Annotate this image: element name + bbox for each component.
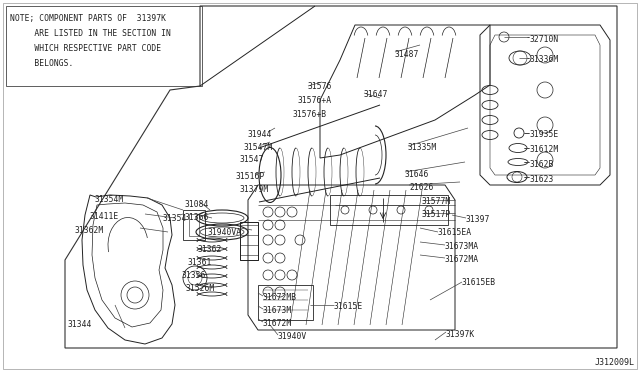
Text: 31576+B: 31576+B bbox=[293, 110, 327, 119]
Bar bbox=[189, 214, 199, 236]
Text: 31940V: 31940V bbox=[278, 332, 307, 341]
Text: 32710N: 32710N bbox=[530, 35, 559, 44]
Text: 31526M: 31526M bbox=[186, 284, 215, 293]
Text: 31362: 31362 bbox=[198, 245, 222, 254]
Text: 21626: 21626 bbox=[409, 183, 433, 192]
Text: WHICH RESPECTIVE PART CODE: WHICH RESPECTIVE PART CODE bbox=[10, 44, 161, 53]
Text: 31940VA: 31940VA bbox=[208, 228, 242, 237]
Text: 31379M: 31379M bbox=[240, 185, 269, 194]
Text: 31615EA: 31615EA bbox=[438, 228, 472, 237]
Text: 31336M: 31336M bbox=[530, 55, 559, 64]
Text: 31366: 31366 bbox=[185, 213, 209, 222]
Bar bbox=[6, 6, 202, 86]
Text: 31673M: 31673M bbox=[263, 306, 292, 315]
Bar bbox=[240, 222, 258, 260]
Text: 31487: 31487 bbox=[395, 50, 419, 59]
Text: BELONGS.: BELONGS. bbox=[10, 59, 74, 68]
Text: 31576: 31576 bbox=[308, 82, 332, 91]
Text: NOTE; COMPONENT PARTS OF  31397K: NOTE; COMPONENT PARTS OF 31397K bbox=[10, 14, 166, 23]
Text: 31647: 31647 bbox=[364, 90, 388, 99]
Text: 31672M: 31672M bbox=[263, 319, 292, 328]
Text: ARE LISTED IN THE SECTION IN: ARE LISTED IN THE SECTION IN bbox=[10, 29, 171, 38]
Text: 31411E: 31411E bbox=[90, 212, 119, 221]
Text: 31361: 31361 bbox=[188, 258, 212, 267]
Text: 31084: 31084 bbox=[185, 200, 209, 209]
Text: 31623: 31623 bbox=[530, 175, 554, 184]
Text: 31944: 31944 bbox=[248, 130, 273, 139]
Bar bbox=[330, 195, 448, 225]
Text: 31935E: 31935E bbox=[530, 130, 559, 139]
Text: 31577M: 31577M bbox=[422, 197, 451, 206]
Text: 31356: 31356 bbox=[182, 271, 206, 280]
Text: 31547M: 31547M bbox=[244, 143, 273, 152]
Text: 31335M: 31335M bbox=[408, 143, 437, 152]
Text: J312009L: J312009L bbox=[595, 358, 635, 367]
Text: 31576+A: 31576+A bbox=[298, 96, 332, 105]
Bar bbox=[183, 210, 205, 240]
Text: 31354M: 31354M bbox=[95, 195, 124, 204]
Text: 31517P: 31517P bbox=[422, 210, 451, 219]
Text: 31516P: 31516P bbox=[236, 172, 265, 181]
Text: 31672MB: 31672MB bbox=[263, 293, 297, 302]
Text: 31397: 31397 bbox=[466, 215, 490, 224]
Text: 31615EB: 31615EB bbox=[462, 278, 496, 287]
Text: 31646: 31646 bbox=[405, 170, 429, 179]
Bar bbox=[240, 222, 258, 260]
Text: 3162B: 3162B bbox=[530, 160, 554, 169]
Bar bbox=[258, 285, 313, 320]
Text: 31397K: 31397K bbox=[446, 330, 476, 339]
Text: 31612M: 31612M bbox=[530, 145, 559, 154]
Text: 31547: 31547 bbox=[240, 155, 264, 164]
Text: 31672MA: 31672MA bbox=[445, 255, 479, 264]
Text: 31673MA: 31673MA bbox=[445, 242, 479, 251]
Text: 31615E: 31615E bbox=[334, 302, 364, 311]
Text: 31362M: 31362M bbox=[75, 226, 104, 235]
Text: 31354: 31354 bbox=[163, 214, 188, 223]
Text: 31344: 31344 bbox=[68, 320, 92, 329]
